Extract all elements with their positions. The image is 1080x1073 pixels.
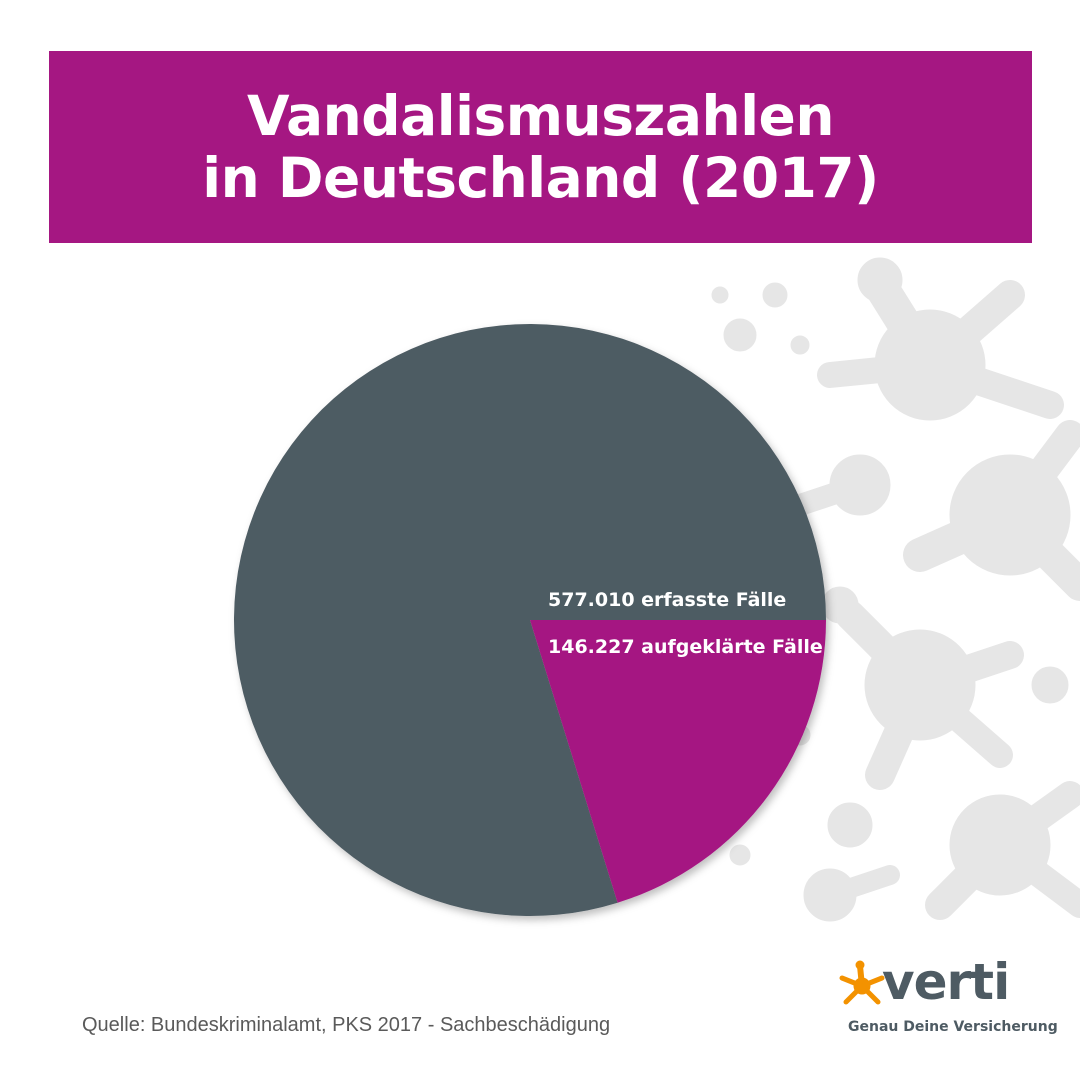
pie-label-aufgeklaerte: 146.227 aufgeklärte Fälle	[548, 636, 823, 658]
pie-chart: 577.010 erfasste Fälle 146.227 aufgeklärt…	[233, 323, 826, 916]
page-title-line-1: Vandalismuszahlen	[246, 84, 835, 148]
verti-star-icon	[839, 960, 885, 1005]
pie-label-erfasste: 577.010 erfasste Fälle	[548, 589, 786, 611]
logo-wordmark: verti	[882, 953, 1010, 1011]
logo-tagline: Genau Deine Versicherung	[848, 1019, 1058, 1035]
pie-slice-erfasste	[233, 323, 826, 916]
title-banner: Vandalismuszahlen in Deutschland (2017)	[49, 51, 1032, 243]
page-title-line-2: in Deutschland (2017)	[202, 146, 879, 210]
pie-slice-aufgeklaerte	[530, 620, 826, 903]
source-note: Quelle: Bundeskriminalamt, PKS 2017 - Sa…	[82, 1014, 611, 1036]
decorative-splash-graphic	[711, 257, 1080, 922]
verti-logo: verti Genau Deine Versicherung	[836, 952, 1058, 1047]
